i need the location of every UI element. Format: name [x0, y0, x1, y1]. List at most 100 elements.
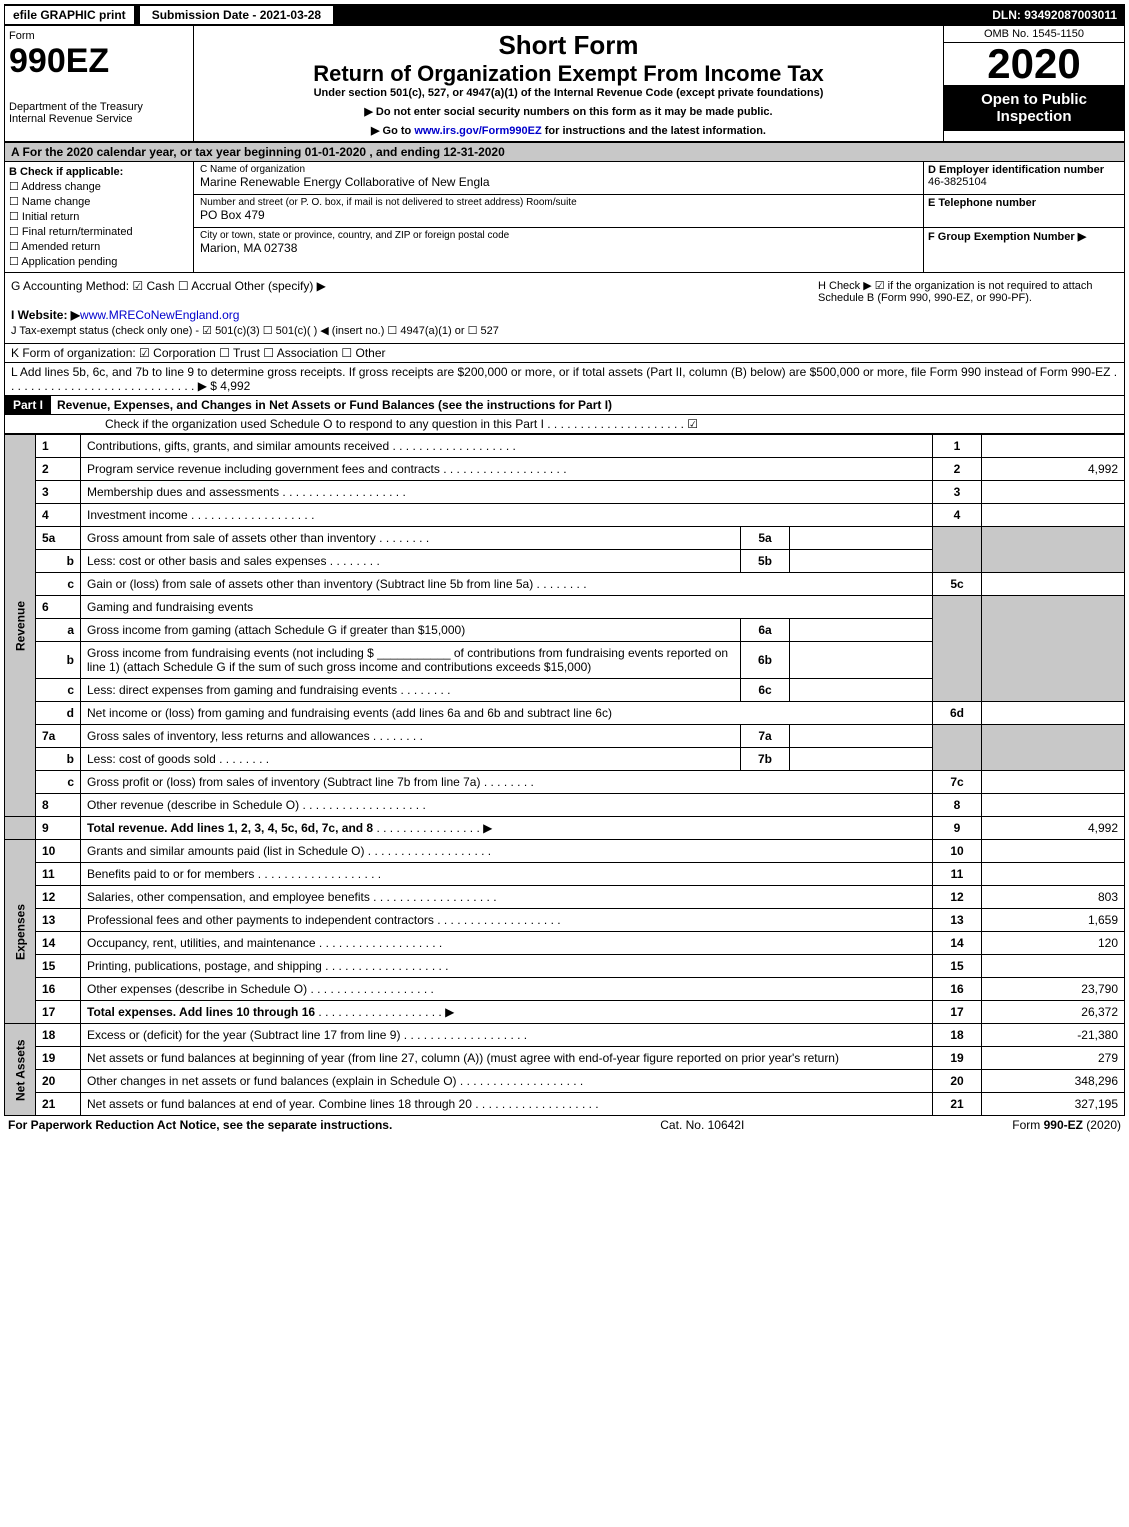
- check-pending-label: Application pending: [21, 256, 117, 268]
- r5ab-shade-idx: [933, 527, 982, 573]
- n21-desc: Net assets or fund balances at end of ye…: [81, 1093, 933, 1116]
- dln: DLN: 93492087003011: [992, 8, 1125, 22]
- e10-desc: Grants and similar amounts paid (list in…: [81, 840, 933, 863]
- e14-desc: Occupancy, rent, utilities, and maintena…: [81, 932, 933, 955]
- footer-right: Form 990-EZ (2020): [1012, 1118, 1121, 1132]
- n19-amt: 279: [982, 1047, 1125, 1070]
- e12-num: 12: [36, 886, 81, 909]
- r9-amt: 4,992: [982, 817, 1125, 840]
- part-i-title: Revenue, Expenses, and Changes in Net As…: [51, 396, 618, 414]
- r3-num: 3: [36, 481, 81, 504]
- e14-num: 14: [36, 932, 81, 955]
- r6d-num: d: [36, 702, 81, 725]
- r5a-boxamt: [790, 527, 933, 550]
- r7a-boxamt: [790, 725, 933, 748]
- e17-desc: Total expenses. Add lines 10 through 16 …: [81, 1001, 933, 1024]
- line-k: K Form of organization: ☑ Corporation ☐ …: [4, 344, 1125, 363]
- website-link[interactable]: www.MRECoNewEngland.org: [80, 308, 239, 322]
- r4-desc: Investment income: [81, 504, 933, 527]
- n18-num: 18: [36, 1024, 81, 1047]
- col-b-check: B Check if applicable: ☐ Address change …: [5, 162, 194, 272]
- street-row: Number and street (or P. O. box, if mail…: [194, 195, 923, 228]
- top-bar: efile GRAPHIC print Submission Date - 20…: [4, 4, 1125, 26]
- form-header: Form 990EZ Department of the Treasury In…: [4, 26, 1125, 143]
- check-initial[interactable]: ☐ Initial return: [9, 210, 189, 223]
- r5b-boxamt: [790, 550, 933, 573]
- r6a-desc: Gross income from gaming (attach Schedul…: [81, 619, 741, 642]
- col-c-org: C Name of organization Marine Renewable …: [194, 162, 923, 272]
- check-name[interactable]: ☐ Name change: [9, 195, 189, 208]
- e16-amt: 23,790: [982, 978, 1125, 1001]
- r7b-box: 7b: [741, 748, 790, 771]
- e15-num: 15: [36, 955, 81, 978]
- r2-num: 2: [36, 458, 81, 481]
- r4-num: 4: [36, 504, 81, 527]
- year-block: OMB No. 1545-1150 2020 Open to Public In…: [943, 26, 1124, 141]
- form-990ez: 990EZ: [9, 42, 189, 81]
- r6b-num: b: [36, 642, 81, 679]
- row-a-tax-year: A For the 2020 calendar year, or tax yea…: [4, 143, 1125, 162]
- irs-link[interactable]: www.irs.gov/Form990EZ: [414, 125, 541, 137]
- r5b-box: 5b: [741, 550, 790, 573]
- e12-idx: 12: [933, 886, 982, 909]
- r7c-num: c: [36, 771, 81, 794]
- ein-cell: D Employer identification number 46-3825…: [924, 162, 1124, 195]
- ein-value: 46-3825104: [928, 176, 1120, 188]
- org-name-row: C Name of organization Marine Renewable …: [194, 162, 923, 195]
- r7c-idx: 7c: [933, 771, 982, 794]
- subtitle: Under section 501(c), 527, or 4947(a)(1)…: [200, 87, 937, 99]
- e12-amt: 803: [982, 886, 1125, 909]
- netassets-sidebar: Net Assets: [5, 1024, 36, 1116]
- r3-amt: [982, 481, 1125, 504]
- e11-idx: 11: [933, 863, 982, 886]
- check-amended[interactable]: ☐ Amended return: [9, 240, 189, 253]
- check-pending[interactable]: ☐ Application pending: [9, 255, 189, 268]
- efile-graphic-print[interactable]: efile GRAPHIC print: [4, 5, 135, 25]
- city-value: Marion, MA 02738: [200, 241, 917, 255]
- line-g: G Accounting Method: ☑ Cash ☐ Accrual Ot…: [11, 279, 818, 304]
- r6c-num: c: [36, 679, 81, 702]
- r1-num: 1: [36, 435, 81, 458]
- e17-amt: 26,372: [982, 1001, 1125, 1024]
- short-form-title: Short Form: [200, 30, 937, 61]
- title-block: Short Form Return of Organization Exempt…: [194, 26, 943, 141]
- city-label: City or town, state or province, country…: [200, 230, 917, 241]
- r5c-num: c: [36, 573, 81, 596]
- check-address[interactable]: ☐ Address change: [9, 180, 189, 193]
- r9-num: 9: [36, 817, 81, 840]
- check-final-label: Final return/terminated: [22, 226, 133, 238]
- n21-idx: 21: [933, 1093, 982, 1116]
- col-d-ids: D Employer identification number 46-3825…: [923, 162, 1124, 272]
- n18-desc: Excess or (deficit) for the year (Subtra…: [81, 1024, 933, 1047]
- r6c-box: 6c: [741, 679, 790, 702]
- col-b-title: B Check if applicable:: [9, 166, 189, 178]
- n20-num: 20: [36, 1070, 81, 1093]
- phone-label: E Telephone number: [928, 197, 1120, 209]
- r1-idx: 1: [933, 435, 982, 458]
- e14-idx: 14: [933, 932, 982, 955]
- form-word: Form: [9, 30, 189, 42]
- r6a-box: 6a: [741, 619, 790, 642]
- r5c-amt: [982, 573, 1125, 596]
- r7b-desc: Less: cost of goods sold: [81, 748, 741, 771]
- r6c-desc: Less: direct expenses from gaming and fu…: [81, 679, 741, 702]
- r6-shade-idx: [933, 596, 982, 702]
- check-final[interactable]: ☐ Final return/terminated: [9, 225, 189, 238]
- r7a-box: 7a: [741, 725, 790, 748]
- r7ab-shade-idx: [933, 725, 982, 771]
- r1-amt: [982, 435, 1125, 458]
- n21-num: 21: [36, 1093, 81, 1116]
- r8-amt: [982, 794, 1125, 817]
- r8-idx: 8: [933, 794, 982, 817]
- r6b-boxamt: [790, 642, 933, 679]
- r7a-desc: Gross sales of inventory, less returns a…: [81, 725, 741, 748]
- r5a-num: 5a: [36, 527, 81, 550]
- street-label: Number and street (or P. O. box, if mail…: [200, 197, 917, 208]
- city-row: City or town, state or province, country…: [194, 228, 923, 260]
- r6c-boxamt: [790, 679, 933, 702]
- line-h: H Check ▶ ☑ if the organization is not r…: [818, 279, 1118, 304]
- e16-num: 16: [36, 978, 81, 1001]
- n21-amt: 327,195: [982, 1093, 1125, 1116]
- r6d-idx: 6d: [933, 702, 982, 725]
- e15-desc: Printing, publications, postage, and shi…: [81, 955, 933, 978]
